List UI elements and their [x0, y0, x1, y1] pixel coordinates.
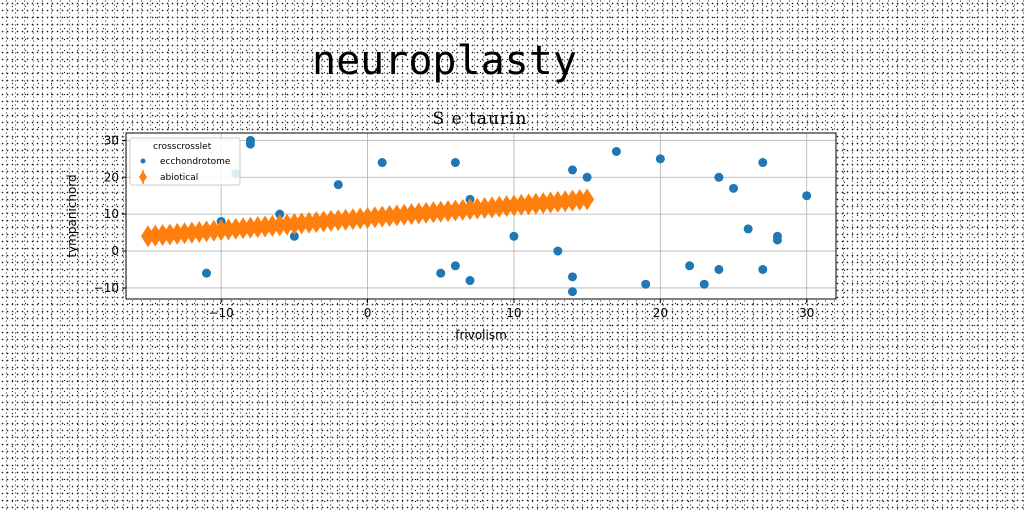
y-axis-label: tympanichord	[65, 174, 79, 257]
x-tick-label: 20	[653, 306, 668, 320]
data-point-ecchondrotome	[582, 172, 592, 182]
data-point-ecchondrotome	[714, 172, 724, 182]
data-point-ecchondrotome	[333, 180, 343, 190]
data-point-ecchondrotome	[436, 268, 446, 278]
data-point-ecchondrotome	[450, 158, 460, 168]
y-tick-label: 20	[104, 170, 119, 184]
data-point-ecchondrotome	[611, 146, 621, 156]
plot-frame	[125, 132, 837, 300]
data-point-abiotical	[580, 188, 595, 211]
x-tick-label: −10	[208, 306, 233, 320]
legend-marker-ecchondrotome	[140, 158, 146, 164]
data-point-ecchondrotome	[509, 231, 519, 241]
data-point-ecchondrotome	[202, 268, 212, 278]
legend-marker-abiotical	[139, 171, 147, 183]
legend-label-ecchondrotome: ecchondrotome	[160, 157, 231, 167]
y-tick-label: 10	[104, 207, 119, 221]
x-tick-label: 0	[364, 306, 372, 320]
y-tick-label: 30	[104, 133, 119, 147]
x-axis-label: frivolism	[455, 328, 507, 342]
data-point-ecchondrotome	[685, 261, 695, 271]
axis-ticks: −10 0 10 20 30 −10 0 10 20 30	[94, 133, 815, 320]
data-point-ecchondrotome	[567, 165, 577, 175]
chart-title: S e taurin	[433, 109, 528, 129]
data-point-ecchondrotome	[245, 139, 255, 149]
data-point-ecchondrotome	[450, 261, 460, 271]
data-point-ecchondrotome	[289, 231, 299, 241]
y-tick-label: 0	[111, 244, 119, 258]
legend-label-abiotical: abiotical	[160, 173, 198, 183]
data-point-ecchondrotome	[802, 191, 812, 201]
legend: crosscrosslet ecchondrotome abiotical	[129, 137, 241, 186]
data-point-ecchondrotome	[758, 158, 768, 168]
data-point-ecchondrotome	[641, 279, 651, 289]
y-tick-label: −10	[94, 281, 119, 295]
figure-title: neuroplasty	[312, 38, 577, 84]
legend-box	[129, 137, 241, 186]
data-point-ecchondrotome	[758, 264, 768, 274]
data-point-ecchondrotome	[465, 276, 475, 286]
x-tick-label: 30	[799, 306, 814, 320]
data-marks	[140, 135, 812, 297]
data-point-ecchondrotome	[729, 183, 739, 193]
data-point-ecchondrotome	[377, 158, 387, 168]
data-point-ecchondrotome	[567, 272, 577, 282]
data-point-ecchondrotome	[553, 246, 563, 256]
data-point-ecchondrotome	[714, 264, 724, 274]
data-point-ecchondrotome	[772, 235, 782, 245]
data-point-ecchondrotome	[275, 209, 285, 219]
legend-title: crosscrosslet	[153, 142, 212, 152]
data-point-ecchondrotome	[743, 224, 753, 234]
x-tick-label: 10	[506, 306, 521, 320]
data-point-ecchondrotome	[655, 154, 665, 164]
data-point-ecchondrotome	[567, 287, 577, 297]
data-point-ecchondrotome	[699, 279, 709, 289]
